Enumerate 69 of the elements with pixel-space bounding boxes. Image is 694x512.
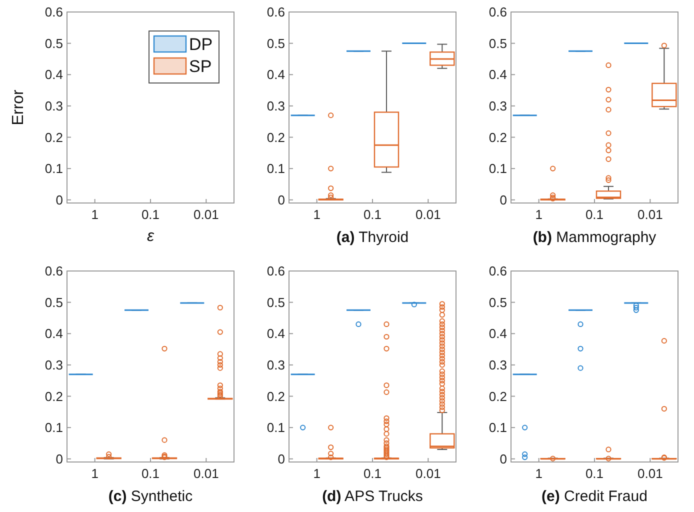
- y-tick-label: 0.5: [44, 36, 63, 51]
- x-tick-label: 1: [535, 466, 542, 481]
- y-tick-label: 0.3: [488, 357, 507, 372]
- y-tick-label: 0.4: [266, 326, 285, 342]
- y-tick-label: 0.2: [44, 388, 63, 404]
- y-tick-label: 0.5: [266, 294, 285, 310]
- x-tick-label: 0.1: [585, 466, 604, 481]
- x-tick-label: 1: [91, 207, 98, 222]
- y-tick-label: 0.6: [266, 4, 285, 20]
- x-tick-label: 0.1: [585, 207, 604, 222]
- x-tick-label: 0.01: [638, 466, 663, 481]
- y-tick-label: 0: [278, 451, 285, 466]
- y-tick-label: 0: [56, 451, 63, 466]
- y-tick-label: 0.6: [266, 264, 285, 279]
- x-tick-label: 0.01: [416, 466, 441, 481]
- y-tick-label: 0.2: [44, 130, 63, 145]
- y-tick-label: 0.6: [488, 4, 507, 20]
- y-tick-label: 0.5: [44, 294, 63, 310]
- x-tick-label: 1: [91, 466, 98, 481]
- legend-label: SP: [189, 56, 212, 76]
- y-tick-label: 0.2: [488, 388, 507, 404]
- y-tick-label: 0.2: [266, 388, 285, 404]
- y-axis-title: Error: [10, 89, 27, 126]
- y-tick-label: 0: [56, 192, 63, 208]
- y-tick-label: 0: [500, 192, 507, 208]
- y-tick-label: 0.1: [488, 161, 507, 176]
- x-tick-label: 0.1: [141, 466, 160, 481]
- x-tick-label: 0.01: [416, 207, 441, 222]
- y-tick-label: 0.2: [488, 130, 507, 145]
- y-tick-label: 0.3: [266, 357, 285, 372]
- y-tick-label: 0.3: [44, 98, 63, 114]
- x-tick-label: 0.01: [194, 466, 219, 481]
- x-axis-title: ε: [146, 228, 155, 245]
- x-tick-label: 1: [535, 207, 542, 222]
- y-tick-label: 0.3: [266, 98, 285, 114]
- x-tick-label: 0.1: [363, 466, 382, 481]
- y-tick-label: 0.1: [266, 420, 285, 436]
- y-tick-label: 0.3: [488, 98, 507, 114]
- y-tick-label: 0.4: [488, 326, 507, 342]
- x-tick-label: 1: [313, 207, 320, 222]
- y-tick-label: 0.3: [44, 357, 63, 372]
- y-tick-label: 0.5: [488, 294, 507, 310]
- text: (e) Credit Fraud: [542, 488, 648, 505]
- x-tick-label: 0.1: [363, 207, 382, 222]
- y-tick-label: 0.4: [266, 67, 285, 82]
- y-tick-label: 0: [500, 451, 507, 466]
- y-tick-label: 0.4: [44, 67, 63, 82]
- x-tick-label: 0.01: [194, 207, 219, 222]
- y-tick-label: 0.6: [44, 264, 63, 279]
- y-tick-label: 0.1: [266, 161, 285, 176]
- x-tick-label: 0.1: [141, 207, 160, 222]
- x-tick-label: 0.01: [638, 207, 663, 222]
- text: (b) Mammography: [532, 229, 657, 246]
- y-tick-label: 0.4: [44, 326, 63, 342]
- y-tick-label: 0.5: [488, 36, 507, 51]
- y-tick-label: 0.6: [44, 4, 63, 20]
- x-tick-label: 1: [313, 466, 320, 481]
- text: (d) APS Trucks: [322, 488, 423, 505]
- y-tick-label: 0.1: [44, 420, 63, 436]
- text: (a) Thyroid: [336, 229, 409, 246]
- y-tick-label: 0.4: [488, 67, 507, 82]
- y-tick-label: 0: [278, 192, 285, 208]
- y-tick-label: 0.1: [44, 161, 63, 176]
- text: (c) Synthetic: [108, 488, 194, 505]
- legend-label: DP: [189, 34, 213, 54]
- y-tick-label: 0.6: [488, 264, 507, 279]
- y-tick-label: 0.2: [266, 130, 285, 145]
- y-tick-label: 0.1: [488, 420, 507, 436]
- y-tick-label: 0.5: [266, 36, 285, 51]
